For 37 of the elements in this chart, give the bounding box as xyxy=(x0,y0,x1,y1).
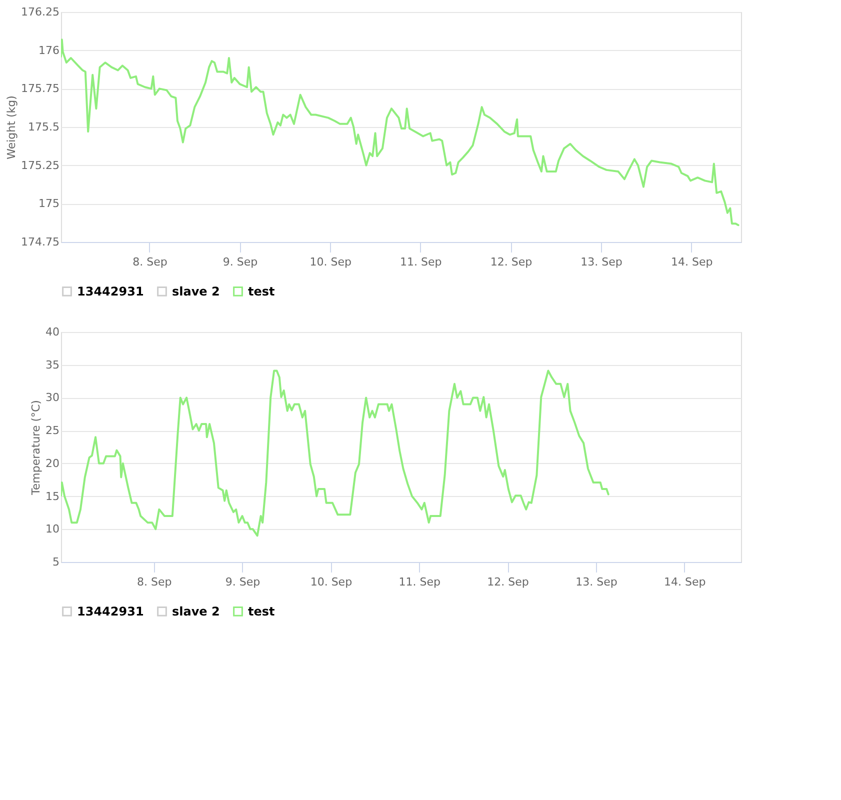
legend-label: test xyxy=(248,604,276,618)
x-tick-label: 12. Sep xyxy=(487,576,529,588)
y-tick-label: 175.5 xyxy=(28,120,60,134)
y-tick-label: 5 xyxy=(52,556,60,568)
y-tick-label: 30 xyxy=(46,391,60,404)
x-tick-label: 8. Sep xyxy=(132,256,168,268)
y-tick-label: 175.25 xyxy=(21,158,60,172)
y-tick-label: 25 xyxy=(46,424,60,438)
x-tick-label: 9. Sep xyxy=(225,576,260,588)
y-tick-label: 15 xyxy=(46,490,60,503)
y-tick-label: 174.75 xyxy=(21,236,60,248)
y-tick-label: 35 xyxy=(46,358,60,372)
y-tick-label: 175 xyxy=(38,197,60,210)
x-tick-label: 10. Sep xyxy=(310,576,352,588)
y-tick-label: 176.25 xyxy=(21,6,60,18)
legend-label: slave 2 xyxy=(172,284,220,298)
x-tick-label: 10. Sep xyxy=(310,256,352,268)
y-tick-label: 20 xyxy=(46,456,60,470)
y-tick-label: 10 xyxy=(46,522,60,536)
x-tick-label: 11. Sep xyxy=(400,256,442,268)
legend-label: 13442931 xyxy=(77,284,144,298)
x-tick-label: 11. Sep xyxy=(398,576,440,588)
x-tick-label: 14. Sep xyxy=(670,256,713,268)
y-tick-label: 40 xyxy=(46,326,60,338)
legend-label: test xyxy=(248,284,276,298)
x-tick-label: 14. Sep xyxy=(664,576,706,588)
x-tick-label: 8. Sep xyxy=(136,576,172,588)
y-axis-title: Weight (kg) xyxy=(5,96,18,160)
y-tick-label: 175.75 xyxy=(21,82,60,96)
legend-label: slave 2 xyxy=(172,604,220,618)
y-axis-title: Temperature (°C) xyxy=(30,400,43,496)
y-tick-label: 176 xyxy=(38,44,60,57)
x-tick-label: 13. Sep xyxy=(576,576,618,588)
x-tick-label: 9. Sep xyxy=(222,256,258,268)
legend-label: 13442931 xyxy=(77,604,144,618)
x-tick-label: 12. Sep xyxy=(490,256,532,268)
x-tick-label: 13. Sep xyxy=(580,256,622,268)
